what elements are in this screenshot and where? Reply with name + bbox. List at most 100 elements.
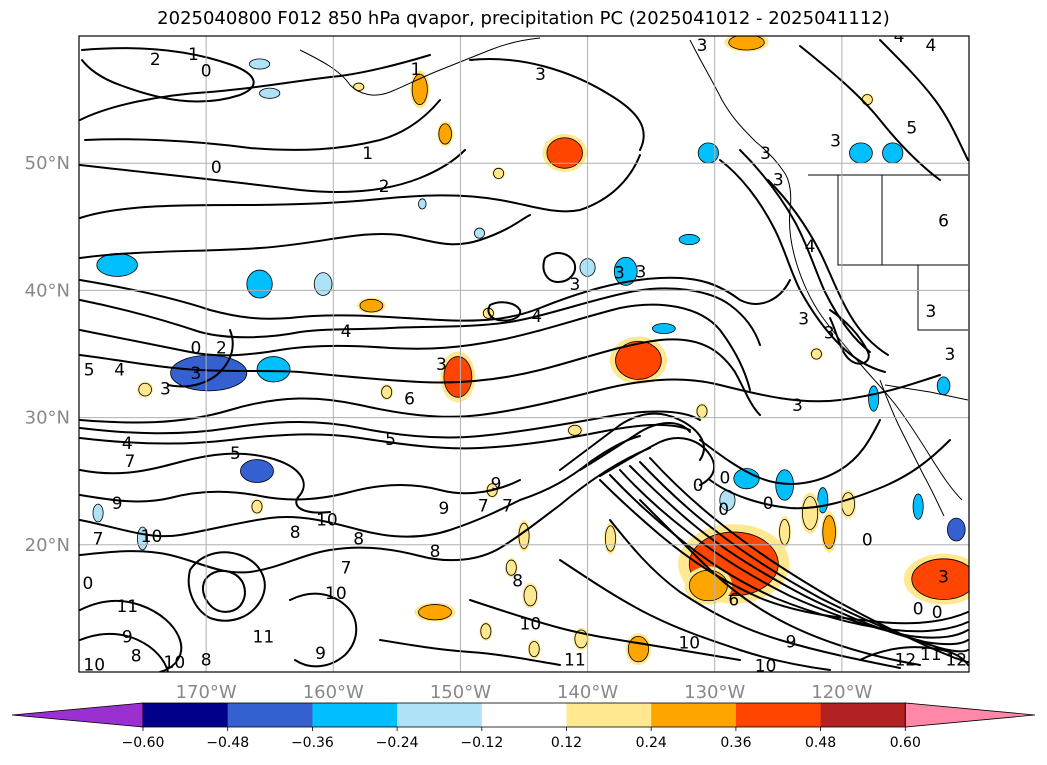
contour-label: 0: [862, 531, 873, 551]
precip-area: [246, 269, 273, 299]
colorbar-segment: [227, 703, 313, 727]
contour-line: [201, 569, 246, 613]
colorbar-tick-label: −0.48: [206, 735, 249, 751]
colorbar-tick-label: 0.12: [551, 735, 582, 751]
precip-area: [353, 82, 365, 92]
precip-area: [248, 58, 271, 70]
precip-area: [240, 459, 274, 483]
contour-line: [79, 447, 651, 574]
contour-line: [609, 519, 901, 669]
contour-label: 8: [430, 542, 441, 562]
x-tick-label: 170°W: [176, 682, 237, 703]
contour-label: 3: [191, 364, 202, 384]
y-axis-ticks: 20°N 30°N 40°N 50°N: [25, 153, 70, 556]
contour-line: [79, 599, 183, 672]
contour-label: 0: [913, 599, 924, 619]
contour-label: 9: [122, 627, 133, 647]
precip-area: [822, 515, 836, 550]
colorbar-tick-label: 0.36: [720, 735, 751, 751]
contour-label: 1: [188, 45, 199, 65]
contour-line: [79, 276, 791, 322]
precip-area: [775, 469, 794, 501]
contour-line: [79, 479, 521, 503]
contour-label: 4: [894, 27, 905, 47]
contour-label: 11: [564, 650, 586, 670]
alaska-coastline: [299, 37, 541, 96]
colorbar-segment: [651, 703, 737, 727]
contour-label: 11: [920, 645, 942, 665]
colorbar-segment: [735, 703, 822, 727]
colorbar-tick-label: 0.60: [890, 735, 921, 751]
colorbar-extend-high: [904, 702, 1036, 728]
precip-area: [138, 382, 152, 397]
contour-line: [559, 559, 831, 671]
contour-label: 9: [112, 494, 123, 514]
precip-area: [359, 298, 384, 313]
precip-area: [256, 356, 291, 383]
precip-area: [418, 198, 427, 210]
contour-line: [79, 154, 641, 219]
precip-area: [523, 585, 538, 607]
contour-line: [289, 592, 358, 668]
contour-label: 3: [792, 396, 803, 416]
precip-area: [946, 517, 966, 542]
contour-label: 8: [512, 571, 523, 591]
contour-line: [469, 58, 645, 151]
contour-line: [639, 499, 921, 666]
precip-area: [251, 499, 263, 514]
contour-label: 2: [150, 50, 161, 70]
x-tick-label: 130°W: [684, 682, 745, 703]
contour-label: 0: [693, 476, 704, 496]
precip-area: [546, 137, 583, 169]
contour-label: 3: [798, 309, 809, 329]
colorbar-segment: [143, 703, 229, 727]
contour-label: 2: [216, 339, 227, 359]
contour-label: 5: [84, 360, 95, 380]
contour-label: 0: [82, 574, 93, 594]
contour-label: 0: [932, 603, 943, 623]
contour-line: [609, 474, 969, 633]
precip-area: [480, 623, 492, 640]
contour-label: 0: [191, 339, 202, 359]
precip-area: [528, 641, 540, 658]
precip-area: [568, 424, 582, 436]
contour-label: 7: [341, 559, 352, 579]
contour-label: 3: [614, 264, 625, 284]
contour-line: [767, 179, 889, 356]
state-border: [917, 265, 968, 331]
contour-label: 4: [805, 237, 816, 257]
contour-line: [829, 309, 870, 365]
contour-line: [629, 465, 969, 646]
precip-area: [313, 272, 333, 296]
colorbar-segment: [312, 703, 398, 727]
contour-label: 4: [531, 307, 542, 327]
contour-label: 0: [763, 494, 774, 514]
precip-area: [627, 635, 649, 663]
contour-label: 0: [719, 468, 730, 488]
contour-label: 6: [728, 590, 739, 610]
contour-line: [799, 45, 941, 181]
precip-area: [443, 356, 473, 398]
precip-area: [810, 348, 822, 360]
gridlines: [79, 36, 969, 672]
contour-label: 2: [379, 177, 390, 197]
contour-label: 7: [124, 452, 135, 472]
precip-area: [911, 558, 969, 600]
colorbar-segment: [566, 703, 652, 727]
us-mexico-border: [884, 384, 969, 401]
contour-label: 3: [697, 36, 708, 56]
north-america-coastline: [689, 39, 963, 501]
precip-area: [615, 340, 662, 380]
contour-label: 3: [925, 302, 936, 322]
x-tick-label: 160°W: [303, 682, 364, 703]
contour-line: [469, 599, 741, 661]
contour-line: [709, 439, 951, 510]
contour-label: 3: [830, 131, 841, 151]
contour-label: 9: [438, 499, 449, 519]
contour-line: [81, 47, 255, 103]
contour-line: [79, 149, 466, 193]
y-tick-label: 50°N: [25, 153, 70, 174]
contour-label: 4: [925, 36, 936, 56]
